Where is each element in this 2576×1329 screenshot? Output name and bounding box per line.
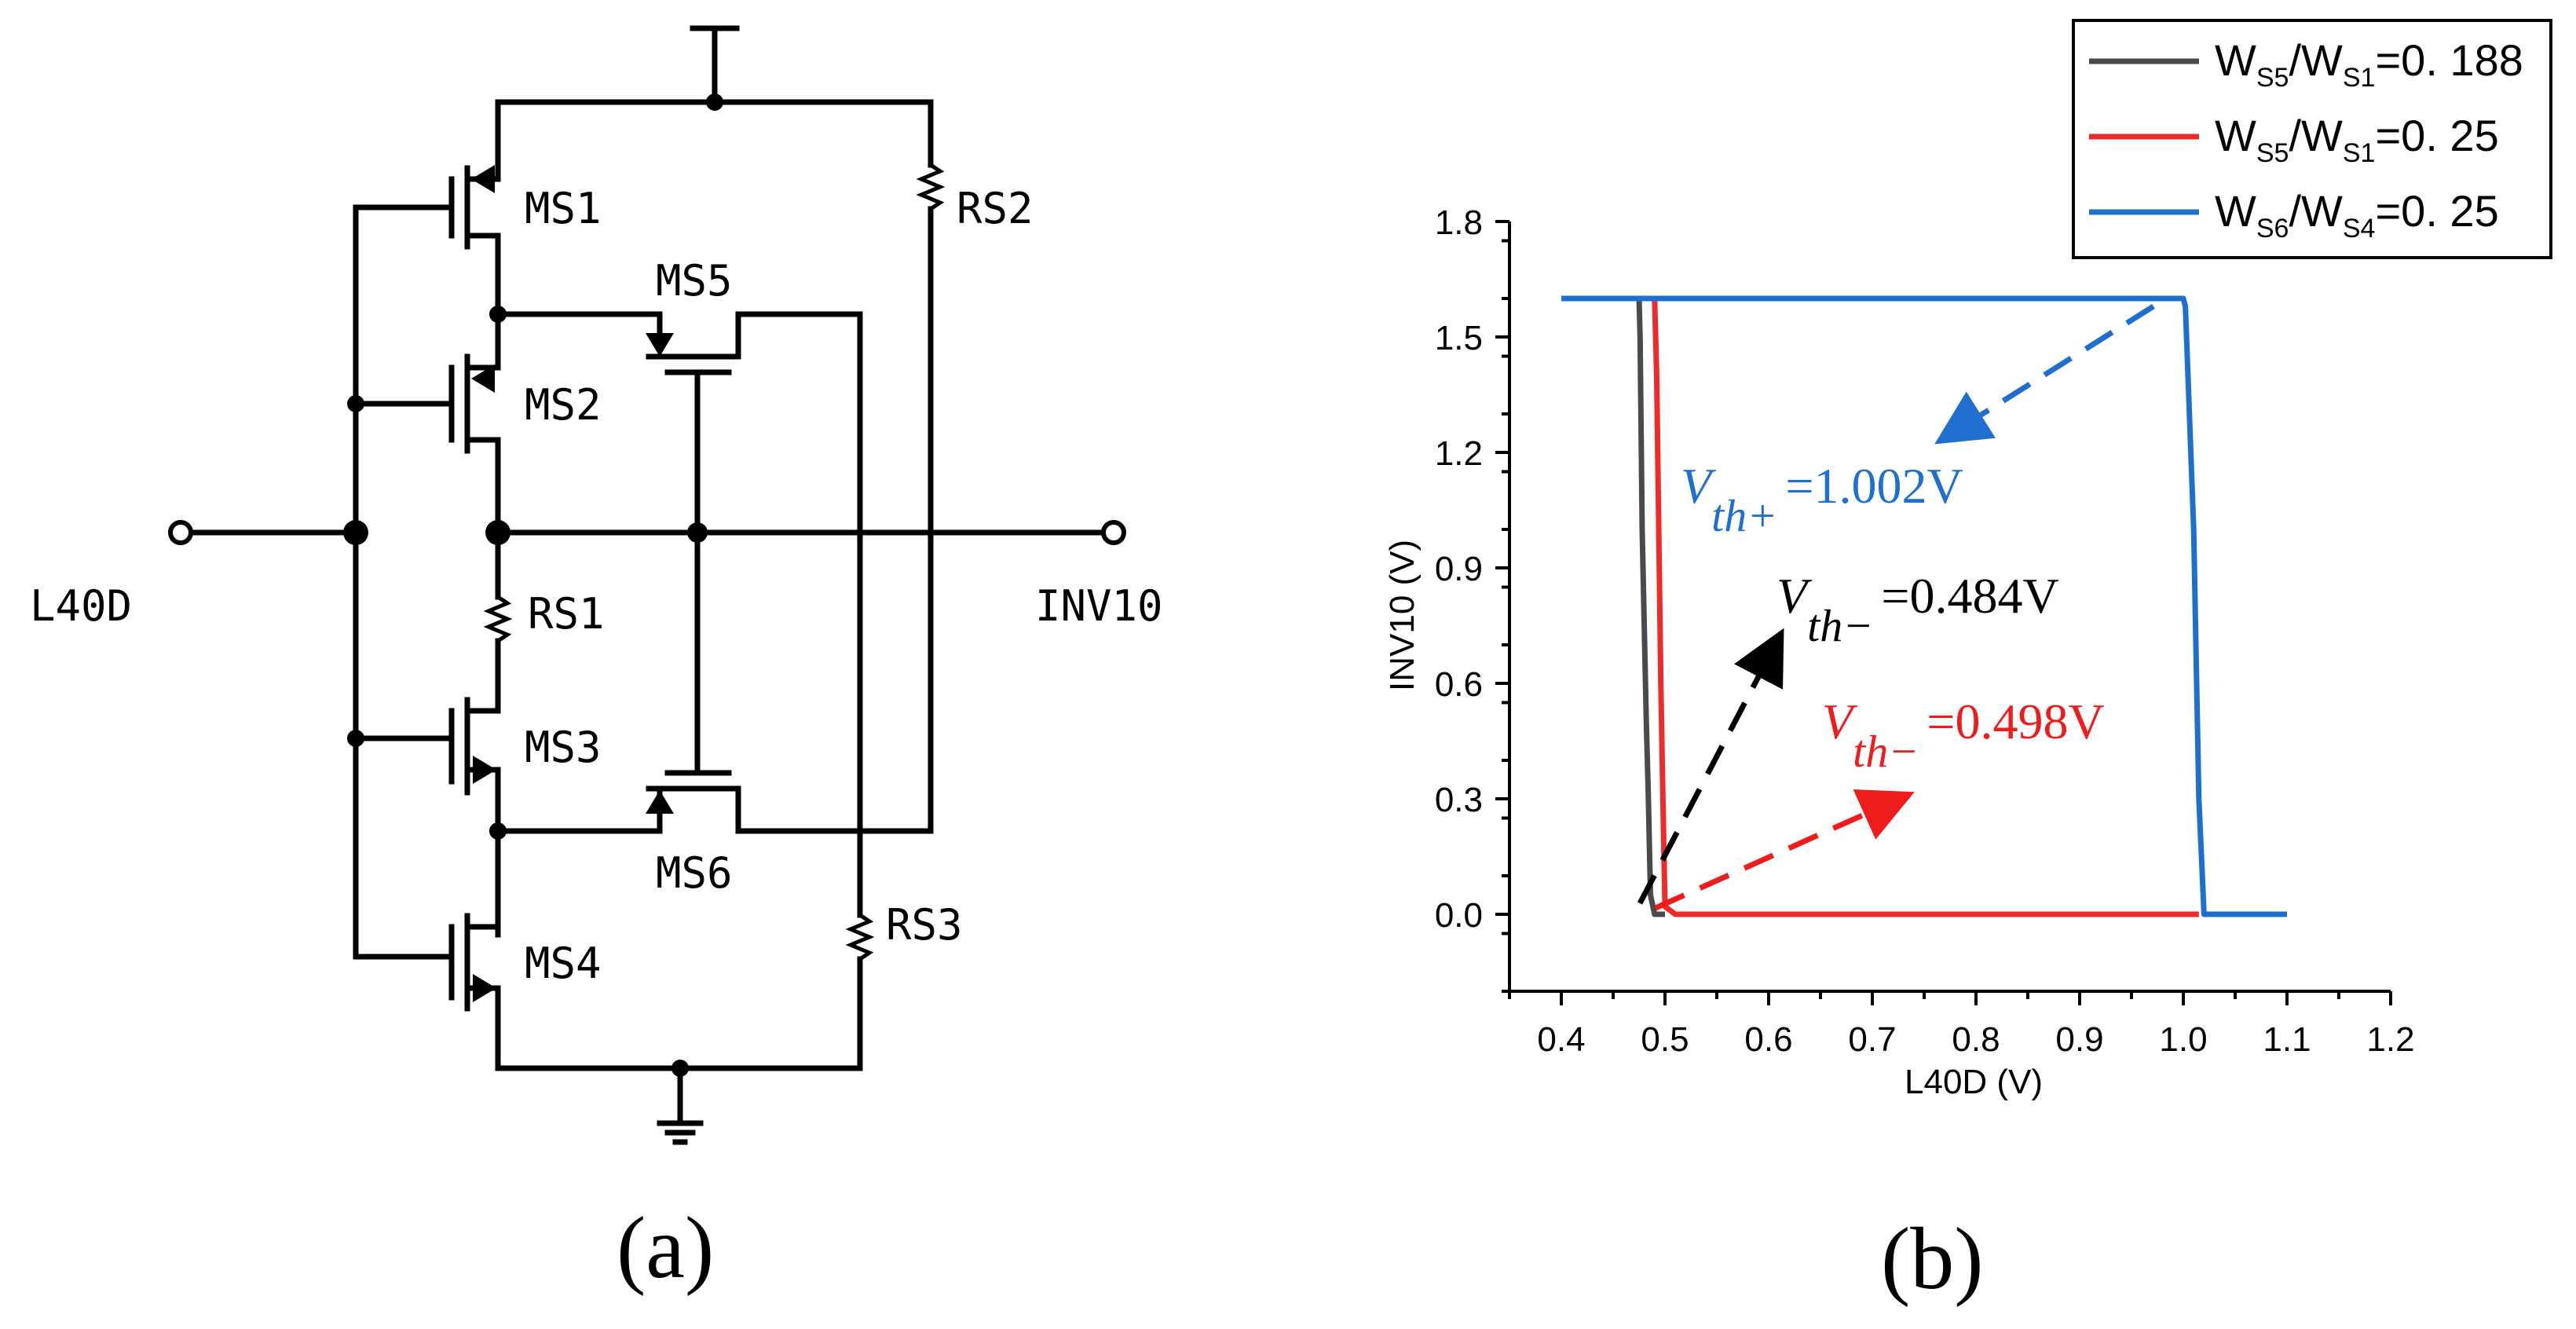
y-tick-label: 0.0 (1435, 896, 1483, 935)
resistor-rs2 (916, 162, 946, 834)
vth-minus-red-value: =0.498V (1927, 694, 2104, 749)
x-tick-label: 0.4 (1537, 1020, 1585, 1059)
resistor-rs3 (845, 311, 875, 1071)
transfer-chart: 0.4 0.5 0.6 0.7 0.8 0.9 1.0 1.1 1.2 0.0 0.3 0.6 0.9… (1383, 19, 2552, 1308)
vth-minus-black-arrow (1637, 628, 1784, 905)
series-line-0 (1636, 298, 1665, 917)
transistor-ms1 (353, 154, 501, 317)
x-tick-label: 1.1 (2263, 1020, 2311, 1059)
x-axis-label: L40D (V) (1905, 1063, 2043, 1101)
vth-plus-sub: th+ (1711, 490, 1777, 541)
ms4-label: MS4 (525, 939, 602, 988)
y-axis-ticks: 0.0 0.3 0.6 0.9 1.2 1.5 1.8 (1435, 203, 1509, 993)
transistor-ms3 (353, 697, 501, 938)
circuit-diagram: MS1 MS2 RS1 (30, 25, 1163, 1297)
rs3-label: RS3 (886, 900, 963, 950)
y-tick-label: 1.2 (1435, 434, 1483, 473)
vth-plus-value: =1.002V (1785, 458, 1963, 514)
ms3-label: MS3 (525, 723, 602, 772)
transistor-ms5 (489, 306, 863, 536)
series-line-1 (1652, 298, 2199, 917)
ground-symbol (495, 1060, 863, 1145)
x-axis-ticks: 0.4 0.5 0.6 0.7 0.8 0.9 1.0 1.1 1.2 (1508, 991, 2415, 1059)
legend-entry-2: WS6/WS4=0. 25 (2215, 186, 2499, 243)
vth-plus-arrow (1934, 304, 2155, 445)
resistor-rs1 (483, 527, 513, 708)
vth-plus-v: V (1681, 458, 1717, 514)
x-tick-label: 1.2 (2366, 1020, 2414, 1059)
rs1-label: RS1 (528, 589, 605, 639)
series-line-2 (1561, 295, 2287, 917)
y-tick-label: 1.8 (1435, 203, 1483, 242)
x-tick-label: 1.0 (2159, 1020, 2207, 1059)
vth-minus-black-value: =0.484V (1881, 568, 2058, 624)
legend-entry-1: WS5/WS1=0. 25 (2215, 111, 2499, 168)
vth-minus-red-v: V (1822, 694, 1858, 749)
vdd-supply-symbol (690, 25, 740, 105)
y-tick-label: 0.3 (1435, 781, 1483, 819)
transistor-ms4 (353, 913, 501, 1071)
x-tick-label: 0.8 (1952, 1020, 2000, 1059)
circuit-caption: (a) (617, 1199, 714, 1297)
output-node (485, 520, 1126, 545)
ms2-label: MS2 (525, 380, 602, 430)
x-tick-label: 0.7 (1848, 1020, 1896, 1059)
gate-bus (168, 204, 368, 960)
chart-caption: (b) (1881, 1210, 1984, 1308)
y-tick-label: 0.6 (1435, 665, 1483, 704)
input-label: L40D (30, 581, 132, 631)
vth-minus-black-label: Vth−=0.484V (1776, 568, 2059, 651)
vth-minus-red-sub: th− (1853, 726, 1919, 777)
ms6-label: MS6 (656, 848, 733, 898)
ms1-label: MS1 (525, 184, 602, 233)
top-rail (495, 93, 934, 168)
y-tick-label: 1.5 (1435, 319, 1483, 357)
y-tick-label: 0.9 (1435, 550, 1483, 588)
legend-entry-0: WS5/WS1=0. 188 (2215, 35, 2523, 93)
ms5-label: MS5 (656, 256, 733, 306)
transistor-ms2 (353, 311, 501, 533)
x-tick-label: 0.6 (1744, 1020, 1792, 1059)
x-tick-label: 0.5 (1641, 1020, 1689, 1059)
vth-plus-label: Vth+=1.002V (1681, 458, 1963, 541)
vth-minus-black-v: V (1776, 568, 1813, 624)
transistor-ms6 (489, 529, 934, 840)
chart-legend: WS5/WS1=0. 188 WS5/WS1=0. 25 WS6/WS4=0. … (2072, 19, 2552, 259)
vth-minus-black-sub: th− (1807, 600, 1873, 651)
vth-minus-red-label: Vth−=0.498V (1822, 694, 2105, 777)
output-label: INV10 (1035, 581, 1163, 631)
series-layer (1561, 295, 2287, 917)
x-tick-label: 0.9 (2055, 1020, 2103, 1059)
rs2-label: RS2 (957, 184, 1034, 233)
vth-minus-red-arrow (1654, 789, 1915, 911)
y-axis-label: INV10 (V) (1383, 540, 1422, 691)
